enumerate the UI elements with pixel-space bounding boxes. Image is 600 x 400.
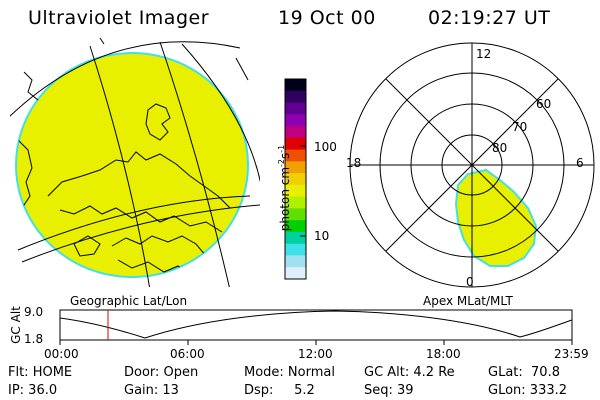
mlt-label-18: 18 — [346, 156, 362, 170]
ip-value: IP: 36.0 — [8, 383, 58, 398]
geographic-image-panel — [10, 37, 260, 287]
coastline — [47, 151, 231, 209]
apex-meridian — [385, 78, 559, 252]
sequence-number: Seq: 39 — [364, 383, 414, 398]
colorbar-tick-label: 100 — [314, 140, 337, 154]
colorbar-swatch — [285, 267, 306, 280]
mlat-label-80: 80 — [492, 141, 508, 155]
colorbar-swatch — [285, 126, 306, 139]
colorbar-swatch — [285, 243, 306, 256]
colorbar-swatch — [285, 149, 306, 162]
apex-emission-region — [454, 168, 538, 267]
colorbar-swatch — [285, 114, 306, 127]
geo-latitude-line — [17, 195, 251, 251]
colorbar-swatch — [285, 90, 306, 104]
colorbar — [284, 78, 307, 280]
altitude-curve — [59, 310, 573, 339]
coastline — [111, 235, 207, 257]
coastline — [23, 71, 39, 101]
colorbar-swatch — [285, 196, 306, 209]
coastline — [145, 103, 171, 141]
coastline — [59, 205, 223, 233]
geo-longitude: GLon: 333.2 — [488, 383, 568, 398]
door-status: Door: Open — [124, 365, 199, 380]
mlat-label-60: 60 — [536, 97, 552, 111]
colorbar-swatch — [285, 208, 306, 221]
colorbar-swatch — [285, 173, 306, 186]
geo-emission-disk — [15, 52, 249, 278]
geo-latitude-line — [21, 204, 260, 263]
geo-panel-label: Geographic Lat/Lon — [70, 294, 188, 308]
time-tick-label: 06:00 — [170, 347, 205, 361]
coastline — [73, 235, 101, 257]
instrument-title: Ultraviolet Imager — [28, 7, 210, 29]
colorbar-swatch — [285, 137, 306, 151]
dsp-value: Dsp: 5.2 — [244, 383, 315, 398]
geo-latitude-line — [10, 41, 241, 117]
colorbar-swatch — [285, 231, 306, 245]
geo-longitude-line — [89, 45, 150, 287]
apex-panel-label: Apex MLat/MLT — [423, 294, 513, 308]
apex-polar-panel — [349, 42, 595, 288]
mlt-label-6: 6 — [576, 156, 584, 170]
colorbar-swatch — [285, 220, 306, 233]
mlt-label-0: 0 — [466, 275, 474, 289]
gain-value: Gain: 13 — [124, 383, 179, 398]
geo-latitude: GLat: 70.8 — [488, 365, 560, 380]
time-tick-label: 00:00 — [44, 347, 79, 361]
gc-altitude: GC Alt: 4.2 Re — [364, 365, 455, 380]
mlat-label-70: 70 — [512, 120, 528, 134]
flight-status: Flt: HOME — [8, 365, 73, 380]
geo-longitude-line — [181, 43, 260, 183]
colorbar-swatch — [285, 161, 306, 174]
time-tick-label: 23:59 — [554, 347, 589, 361]
colorbar-swatch — [285, 255, 306, 268]
geo-longitude-line — [159, 41, 230, 287]
colorbar-swatch — [285, 102, 306, 115]
time-label: 02:19:27 UT — [428, 7, 551, 29]
time-tick-label: 12:00 — [298, 347, 333, 361]
colorbar-swatch — [285, 79, 306, 92]
altitude-plot — [59, 309, 573, 345]
geo-longitude-line — [235, 57, 249, 81]
time-tick-label: 18:00 — [426, 347, 461, 361]
mode-status: Mode: Normal — [244, 365, 335, 380]
mlt-label-12: 12 — [476, 47, 492, 61]
colorbar-swatch — [285, 184, 306, 198]
altitude-ymax: 9.0 — [24, 305, 44, 319]
colorbar-tick-label: 10 — [314, 229, 330, 243]
date-label: 19 Oct 00 — [278, 7, 376, 29]
altitude-ymin: 1.8 — [24, 332, 44, 346]
colorbar-unit-label: photon cm-2s-1 — [277, 144, 292, 232]
coastline — [99, 37, 105, 45]
altitude-ylabel: GC Alt — [9, 306, 23, 344]
